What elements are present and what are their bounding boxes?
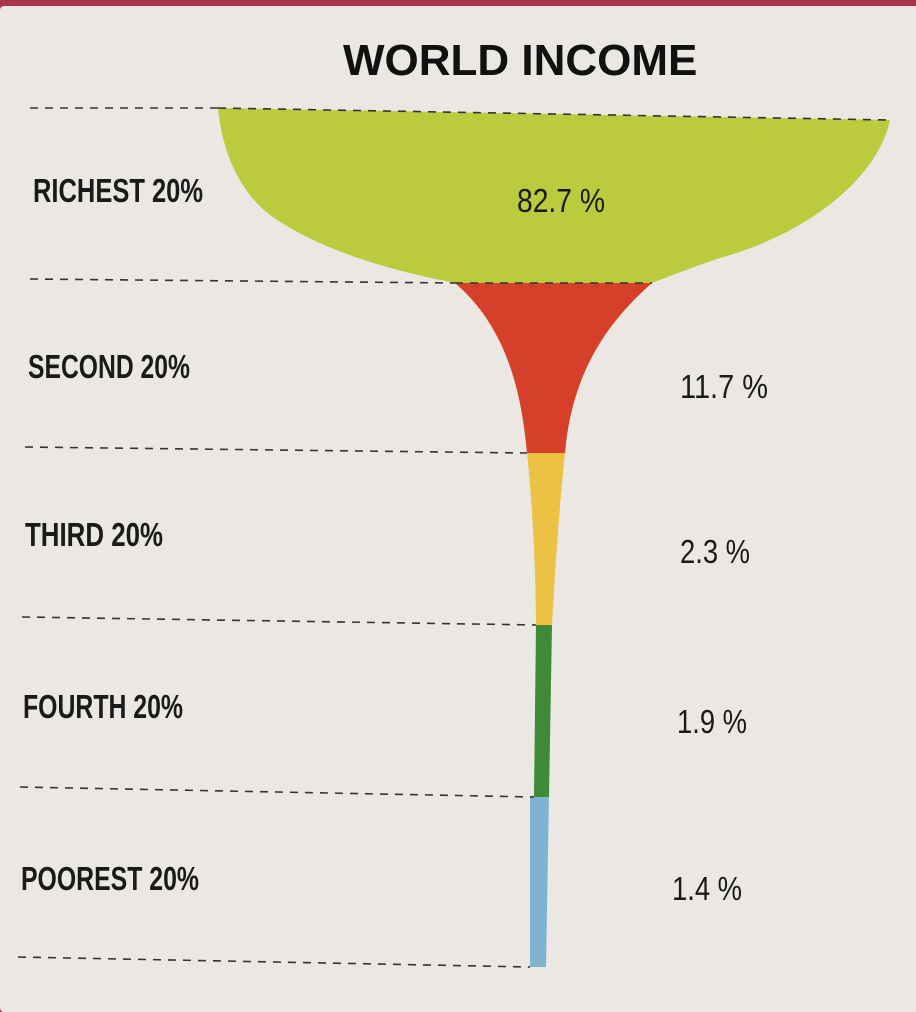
funnel-band-fourth	[534, 625, 552, 797]
category-label-poorest: POOREST 20%	[21, 860, 199, 897]
category-label-richest: RICHEST 20%	[33, 172, 203, 209]
divider-line	[29, 278, 456, 284]
funnel-band-second	[455, 283, 652, 453]
divider-line	[217, 107, 891, 121]
value-label-second: 11.7 %	[680, 368, 768, 405]
divider-line	[19, 786, 535, 798]
funnel-band-richest	[218, 108, 890, 283]
value-label-richest: 82.7 %	[517, 182, 605, 219]
divider-line	[21, 616, 537, 626]
value-label-third: 2.3 %	[680, 533, 750, 570]
value-label-fourth: 1.9 %	[677, 703, 747, 740]
funnel-band-third	[527, 453, 565, 625]
divider-line	[17, 956, 531, 968]
divider-line	[24, 446, 528, 454]
funnel-band-poorest	[530, 797, 549, 967]
category-label-second: SECOND 20%	[28, 348, 190, 385]
category-label-fourth: FOURTH 20%	[23, 688, 183, 725]
category-label-third: THIRD 20%	[25, 516, 163, 553]
value-label-poorest: 1.4 %	[672, 870, 742, 907]
